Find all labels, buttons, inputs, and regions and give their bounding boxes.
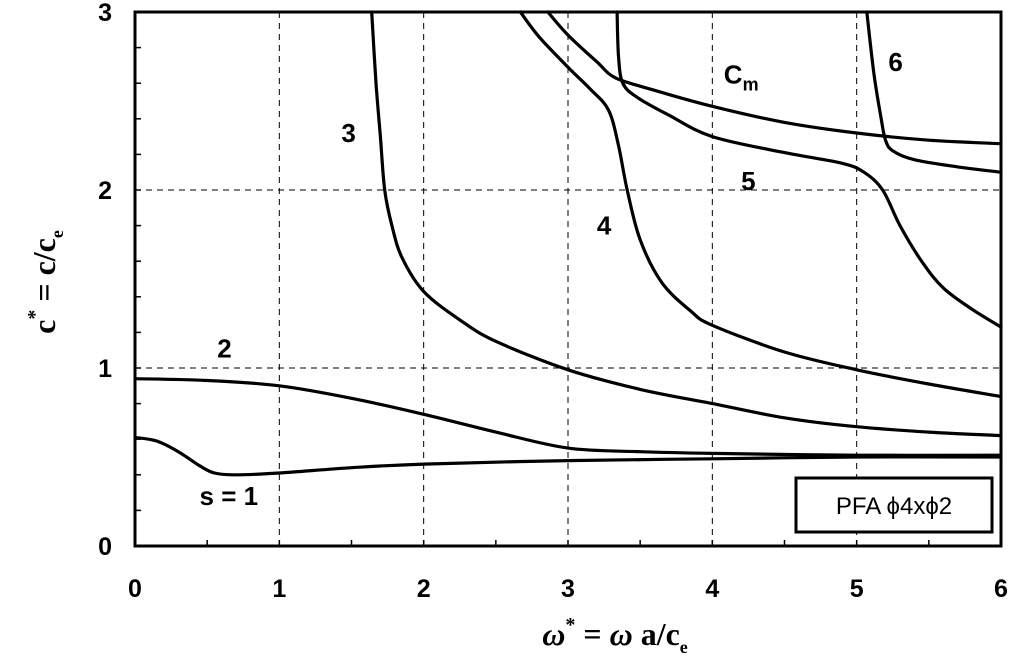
y-tick-label: 1 — [98, 355, 112, 383]
curve-s-1 — [133, 435, 1003, 477]
curve-label: 4 — [597, 211, 612, 241]
x-axis-ticks: 0 1 2 3 4 5 6 — [128, 540, 1008, 603]
curve-label: 3 — [341, 118, 355, 148]
curve-2 — [133, 377, 1003, 457]
x-tick-label: 5 — [850, 575, 864, 603]
curve-label: 2 — [217, 333, 231, 363]
curve-label: 5 — [741, 166, 755, 196]
y-tick-label: 2 — [98, 177, 112, 205]
y-tick-label: 3 — [98, 0, 112, 27]
x-tick-label: 6 — [994, 575, 1008, 603]
x-tick-label: 1 — [272, 575, 286, 603]
curve-c-m — [546, 10, 1003, 146]
legend-text: PFA ϕ4xϕ2 — [836, 493, 952, 520]
x-tick-label: 3 — [561, 575, 575, 603]
curve-label: s = 1 — [200, 481, 259, 511]
y-axis-ticks: 0 1 2 3 — [98, 0, 141, 561]
y-tick-label: 0 — [98, 533, 112, 561]
x-tick-label: 0 — [128, 575, 142, 603]
legend-box — [794, 476, 994, 534]
curve-label: 6 — [888, 47, 902, 77]
curve-labels: s = 1 2 3 4 Cm 5 6 — [200, 47, 903, 511]
curve-5 — [615, 10, 1003, 329]
y-axis-title: c* = c/ce — [24, 230, 67, 334]
x-axis-title: ω* = ω a/ce — [542, 614, 688, 657]
dispersion-curves — [133, 10, 1003, 477]
curve-3 — [370, 10, 1003, 438]
grid-lines — [135, 12, 1001, 546]
curve-6 — [865, 10, 1003, 174]
x-tick-label: 2 — [417, 575, 431, 603]
x-tick-label: 4 — [705, 575, 719, 603]
legend: PFA ϕ4xϕ2 — [794, 476, 994, 534]
curve-4 — [518, 10, 1003, 399]
curve-label: Cm — [724, 59, 759, 94]
